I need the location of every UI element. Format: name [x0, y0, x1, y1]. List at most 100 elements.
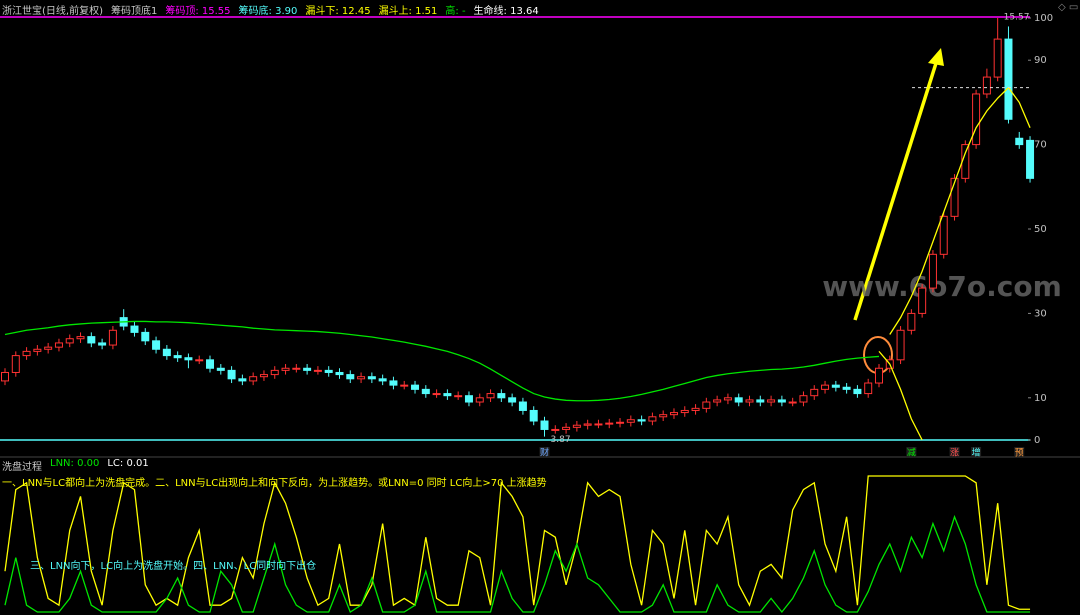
header-item: 筹码顶底1 [110, 6, 158, 17]
candle-body [767, 399, 776, 403]
candle-body [874, 367, 883, 384]
candle-body [939, 215, 948, 255]
note: 三、LNN向下，LC向上为洗盘开始。四、LNN、LC同时向下出仓 [30, 561, 317, 572]
candle-body [1004, 38, 1013, 120]
candle-body [756, 399, 765, 403]
header-item: 洗盘过程 [2, 462, 42, 473]
candle-body [464, 395, 473, 403]
candle-body [227, 369, 236, 380]
watermark: www.6o7o.com [822, 270, 1062, 303]
candle-body [1026, 139, 1035, 179]
annotation: 15.57 [1004, 13, 1030, 23]
header-item: 生命线: 13.64 [473, 6, 539, 17]
candle-body [249, 376, 258, 382]
candle-body [378, 378, 387, 382]
candle-body [346, 374, 355, 380]
candle-body [98, 342, 107, 346]
candle-body [216, 367, 225, 371]
arrow-head [928, 48, 944, 66]
candle-body [87, 336, 96, 344]
candle-body [572, 424, 581, 428]
candle-body [22, 350, 31, 357]
candle-body [11, 355, 20, 373]
candle-body [540, 420, 549, 430]
candle-body [810, 388, 819, 397]
candle-body [389, 380, 398, 386]
candle-body [821, 384, 830, 390]
candle-body [734, 397, 743, 403]
candle-body [421, 388, 430, 395]
signal-box [1014, 447, 1025, 458]
signal-box [971, 447, 982, 458]
candle-body [454, 395, 463, 398]
candle-body [669, 412, 678, 416]
annotation: 3.87 [551, 435, 571, 445]
candle-body [238, 378, 247, 382]
candle-body [907, 312, 916, 331]
candle-body [723, 397, 732, 401]
candle-body [551, 428, 560, 431]
candle-body [583, 423, 592, 426]
candle-body [853, 388, 862, 395]
y-tick-label: 10 [1034, 393, 1047, 404]
candle-body [562, 426, 571, 430]
signal-box [949, 447, 960, 458]
candle-body [173, 355, 182, 359]
candle-body [691, 407, 700, 411]
signal: 涨 [950, 448, 959, 459]
candle-body [259, 374, 268, 378]
candle-body [195, 359, 204, 362]
candle-body [831, 384, 840, 388]
candle-body [529, 409, 538, 422]
y-tick-label: 0 [1034, 435, 1040, 446]
candle-body [313, 369, 322, 372]
signal-box [539, 447, 550, 458]
candle-body [616, 421, 625, 424]
y-tick-label: 100 [1034, 13, 1053, 24]
candle-body [497, 393, 506, 399]
window-icons: ◇ ▭ [1058, 2, 1078, 13]
trend-arrow [853, 59, 939, 321]
header-item: LNN: 0.00 [50, 458, 100, 469]
candle-body [54, 342, 63, 348]
candle-body [518, 401, 527, 411]
candle-body [626, 419, 635, 423]
candle-body [270, 369, 279, 376]
candle-body [702, 401, 711, 409]
candle-body [303, 367, 312, 371]
candle-body [680, 409, 689, 414]
candle-body [357, 376, 366, 380]
header-item: 漏斗下: 12.45 [305, 6, 371, 17]
candle-body [982, 76, 991, 95]
header-item: 筹码顶: 15.55 [165, 6, 231, 17]
candle-body [44, 346, 53, 350]
candle-body [324, 369, 333, 373]
header-item: 筹码底: 3.90 [238, 6, 298, 17]
candle-body [432, 393, 441, 396]
candle-body [928, 253, 937, 289]
candle-body [162, 348, 171, 357]
candle-body [184, 357, 193, 361]
candle-body [152, 340, 161, 350]
line [889, 86, 1031, 335]
candle-body [799, 395, 808, 403]
y-tick-label: 90 [1034, 55, 1047, 66]
sub-header: 洗盘过程 LNN: 0.00 LC: 0.01 [2, 458, 149, 473]
candle-body [292, 367, 301, 370]
candle-body [108, 329, 117, 346]
line [4, 320, 880, 402]
candle-body [33, 348, 42, 352]
candle-body [367, 376, 376, 380]
y-tick-label: 70 [1034, 140, 1047, 151]
header-item: 高: - [445, 6, 466, 17]
candle-body [335, 371, 344, 376]
candle-body [950, 177, 959, 217]
candle-body [788, 401, 797, 404]
candle-body [141, 331, 150, 342]
signal: 减 [907, 447, 916, 459]
candle-body [777, 399, 786, 403]
line [4, 475, 1031, 610]
candle-body [745, 399, 754, 403]
candle-body [486, 393, 495, 399]
